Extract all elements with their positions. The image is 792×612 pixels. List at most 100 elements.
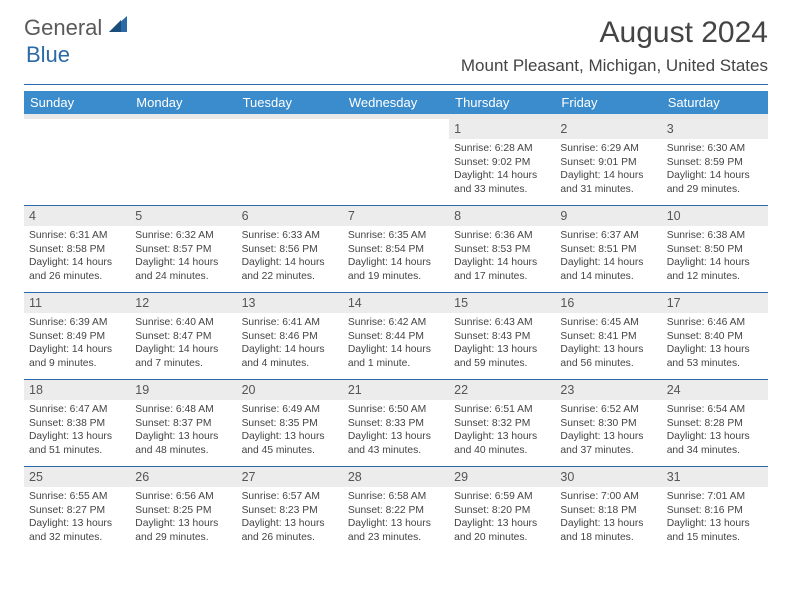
date-number: 1 bbox=[449, 119, 555, 139]
day-cell: 23Sunrise: 6:52 AMSunset: 8:30 PMDayligh… bbox=[555, 380, 661, 466]
logo: General bbox=[24, 14, 131, 41]
day-cell: 25Sunrise: 6:55 AMSunset: 8:27 PMDayligh… bbox=[24, 467, 130, 553]
date-number: 5 bbox=[130, 206, 236, 226]
day-info: Sunrise: 6:50 AMSunset: 8:33 PMDaylight:… bbox=[343, 400, 449, 462]
day-header: Thursday bbox=[449, 91, 555, 114]
day-info: Sunrise: 6:36 AMSunset: 8:53 PMDaylight:… bbox=[449, 226, 555, 288]
date-number: 8 bbox=[449, 206, 555, 226]
date-number: 18 bbox=[24, 380, 130, 400]
date-number: 20 bbox=[237, 380, 343, 400]
date-number: 6 bbox=[237, 206, 343, 226]
day-header: Tuesday bbox=[237, 91, 343, 114]
day-info: Sunrise: 6:56 AMSunset: 8:25 PMDaylight:… bbox=[130, 487, 236, 549]
day-cell: 1Sunrise: 6:28 AMSunset: 9:02 PMDaylight… bbox=[449, 119, 555, 205]
date-number: 27 bbox=[237, 467, 343, 487]
day-cell: 20Sunrise: 6:49 AMSunset: 8:35 PMDayligh… bbox=[237, 380, 343, 466]
date-number: 4 bbox=[24, 206, 130, 226]
divider bbox=[24, 84, 768, 85]
day-cell: 22Sunrise: 6:51 AMSunset: 8:32 PMDayligh… bbox=[449, 380, 555, 466]
day-header: Sunday bbox=[24, 91, 130, 114]
day-header: Saturday bbox=[662, 91, 768, 114]
day-cell: 15Sunrise: 6:43 AMSunset: 8:43 PMDayligh… bbox=[449, 293, 555, 379]
date-number bbox=[130, 119, 236, 125]
day-info: Sunrise: 6:39 AMSunset: 8:49 PMDaylight:… bbox=[24, 313, 130, 375]
date-number: 21 bbox=[343, 380, 449, 400]
day-info: Sunrise: 6:41 AMSunset: 8:46 PMDaylight:… bbox=[237, 313, 343, 375]
day-cell: 31Sunrise: 7:01 AMSunset: 8:16 PMDayligh… bbox=[662, 467, 768, 553]
date-number bbox=[24, 119, 130, 125]
day-info: Sunrise: 6:57 AMSunset: 8:23 PMDaylight:… bbox=[237, 487, 343, 549]
date-number: 31 bbox=[662, 467, 768, 487]
day-info: Sunrise: 6:49 AMSunset: 8:35 PMDaylight:… bbox=[237, 400, 343, 462]
day-info: Sunrise: 6:42 AMSunset: 8:44 PMDaylight:… bbox=[343, 313, 449, 375]
day-info: Sunrise: 6:29 AMSunset: 9:01 PMDaylight:… bbox=[555, 139, 661, 201]
date-number: 2 bbox=[555, 119, 661, 139]
day-info: Sunrise: 6:54 AMSunset: 8:28 PMDaylight:… bbox=[662, 400, 768, 462]
day-info: Sunrise: 6:40 AMSunset: 8:47 PMDaylight:… bbox=[130, 313, 236, 375]
logo-text-general: General bbox=[24, 15, 102, 41]
day-info: Sunrise: 7:01 AMSunset: 8:16 PMDaylight:… bbox=[662, 487, 768, 549]
date-number: 7 bbox=[343, 206, 449, 226]
day-info: Sunrise: 6:28 AMSunset: 9:02 PMDaylight:… bbox=[449, 139, 555, 201]
day-header-row: Sunday Monday Tuesday Wednesday Thursday… bbox=[24, 91, 768, 114]
week-row: 25Sunrise: 6:55 AMSunset: 8:27 PMDayligh… bbox=[24, 466, 768, 553]
date-number: 13 bbox=[237, 293, 343, 313]
day-cell: 21Sunrise: 6:50 AMSunset: 8:33 PMDayligh… bbox=[343, 380, 449, 466]
day-cell: 19Sunrise: 6:48 AMSunset: 8:37 PMDayligh… bbox=[130, 380, 236, 466]
day-info: Sunrise: 6:55 AMSunset: 8:27 PMDaylight:… bbox=[24, 487, 130, 549]
date-number: 3 bbox=[662, 119, 768, 139]
day-info: Sunrise: 6:58 AMSunset: 8:22 PMDaylight:… bbox=[343, 487, 449, 549]
day-cell: 17Sunrise: 6:46 AMSunset: 8:40 PMDayligh… bbox=[662, 293, 768, 379]
day-cell: 26Sunrise: 6:56 AMSunset: 8:25 PMDayligh… bbox=[130, 467, 236, 553]
day-cell: 7Sunrise: 6:35 AMSunset: 8:54 PMDaylight… bbox=[343, 206, 449, 292]
date-number: 16 bbox=[555, 293, 661, 313]
day-cell: 2Sunrise: 6:29 AMSunset: 9:01 PMDaylight… bbox=[555, 119, 661, 205]
date-number: 28 bbox=[343, 467, 449, 487]
date-number: 17 bbox=[662, 293, 768, 313]
logo-text-blue-wrap: Blue bbox=[26, 42, 70, 68]
month-title: August 2024 bbox=[461, 16, 768, 50]
day-info: Sunrise: 6:48 AMSunset: 8:37 PMDaylight:… bbox=[130, 400, 236, 462]
day-cell: 27Sunrise: 6:57 AMSunset: 8:23 PMDayligh… bbox=[237, 467, 343, 553]
day-info: Sunrise: 6:59 AMSunset: 8:20 PMDaylight:… bbox=[449, 487, 555, 549]
day-cell: 24Sunrise: 6:54 AMSunset: 8:28 PMDayligh… bbox=[662, 380, 768, 466]
day-info: Sunrise: 6:46 AMSunset: 8:40 PMDaylight:… bbox=[662, 313, 768, 375]
day-info: Sunrise: 6:38 AMSunset: 8:50 PMDaylight:… bbox=[662, 226, 768, 288]
day-info: Sunrise: 7:00 AMSunset: 8:18 PMDaylight:… bbox=[555, 487, 661, 549]
title-block: August 2024 Mount Pleasant, Michigan, Un… bbox=[461, 14, 768, 76]
logo-text-blue: Blue bbox=[26, 42, 70, 67]
date-number: 29 bbox=[449, 467, 555, 487]
day-info: Sunrise: 6:47 AMSunset: 8:38 PMDaylight:… bbox=[24, 400, 130, 462]
day-cell: 11Sunrise: 6:39 AMSunset: 8:49 PMDayligh… bbox=[24, 293, 130, 379]
header: General August 2024 Mount Pleasant, Mich… bbox=[0, 0, 792, 80]
weeks-container: 1Sunrise: 6:28 AMSunset: 9:02 PMDaylight… bbox=[24, 119, 768, 553]
date-number: 26 bbox=[130, 467, 236, 487]
day-cell: 8Sunrise: 6:36 AMSunset: 8:53 PMDaylight… bbox=[449, 206, 555, 292]
date-number: 25 bbox=[24, 467, 130, 487]
week-row: 4Sunrise: 6:31 AMSunset: 8:58 PMDaylight… bbox=[24, 205, 768, 292]
day-cell: 14Sunrise: 6:42 AMSunset: 8:44 PMDayligh… bbox=[343, 293, 449, 379]
date-number: 30 bbox=[555, 467, 661, 487]
day-cell: 16Sunrise: 6:45 AMSunset: 8:41 PMDayligh… bbox=[555, 293, 661, 379]
date-number: 12 bbox=[130, 293, 236, 313]
date-number: 23 bbox=[555, 380, 661, 400]
day-cell: 28Sunrise: 6:58 AMSunset: 8:22 PMDayligh… bbox=[343, 467, 449, 553]
date-number: 22 bbox=[449, 380, 555, 400]
day-info: Sunrise: 6:37 AMSunset: 8:51 PMDaylight:… bbox=[555, 226, 661, 288]
location-subtitle: Mount Pleasant, Michigan, United States bbox=[461, 56, 768, 76]
week-row: 1Sunrise: 6:28 AMSunset: 9:02 PMDaylight… bbox=[24, 119, 768, 205]
day-info: Sunrise: 6:33 AMSunset: 8:56 PMDaylight:… bbox=[237, 226, 343, 288]
day-info: Sunrise: 6:51 AMSunset: 8:32 PMDaylight:… bbox=[449, 400, 555, 462]
day-info: Sunrise: 6:30 AMSunset: 8:59 PMDaylight:… bbox=[662, 139, 768, 201]
day-info: Sunrise: 6:32 AMSunset: 8:57 PMDaylight:… bbox=[130, 226, 236, 288]
day-header: Monday bbox=[130, 91, 236, 114]
logo-sail-icon bbox=[107, 14, 129, 41]
day-cell: 13Sunrise: 6:41 AMSunset: 8:46 PMDayligh… bbox=[237, 293, 343, 379]
day-info: Sunrise: 6:45 AMSunset: 8:41 PMDaylight:… bbox=[555, 313, 661, 375]
day-info: Sunrise: 6:52 AMSunset: 8:30 PMDaylight:… bbox=[555, 400, 661, 462]
date-number: 19 bbox=[130, 380, 236, 400]
date-number: 11 bbox=[24, 293, 130, 313]
day-info: Sunrise: 6:31 AMSunset: 8:58 PMDaylight:… bbox=[24, 226, 130, 288]
date-number: 10 bbox=[662, 206, 768, 226]
date-number bbox=[343, 119, 449, 125]
